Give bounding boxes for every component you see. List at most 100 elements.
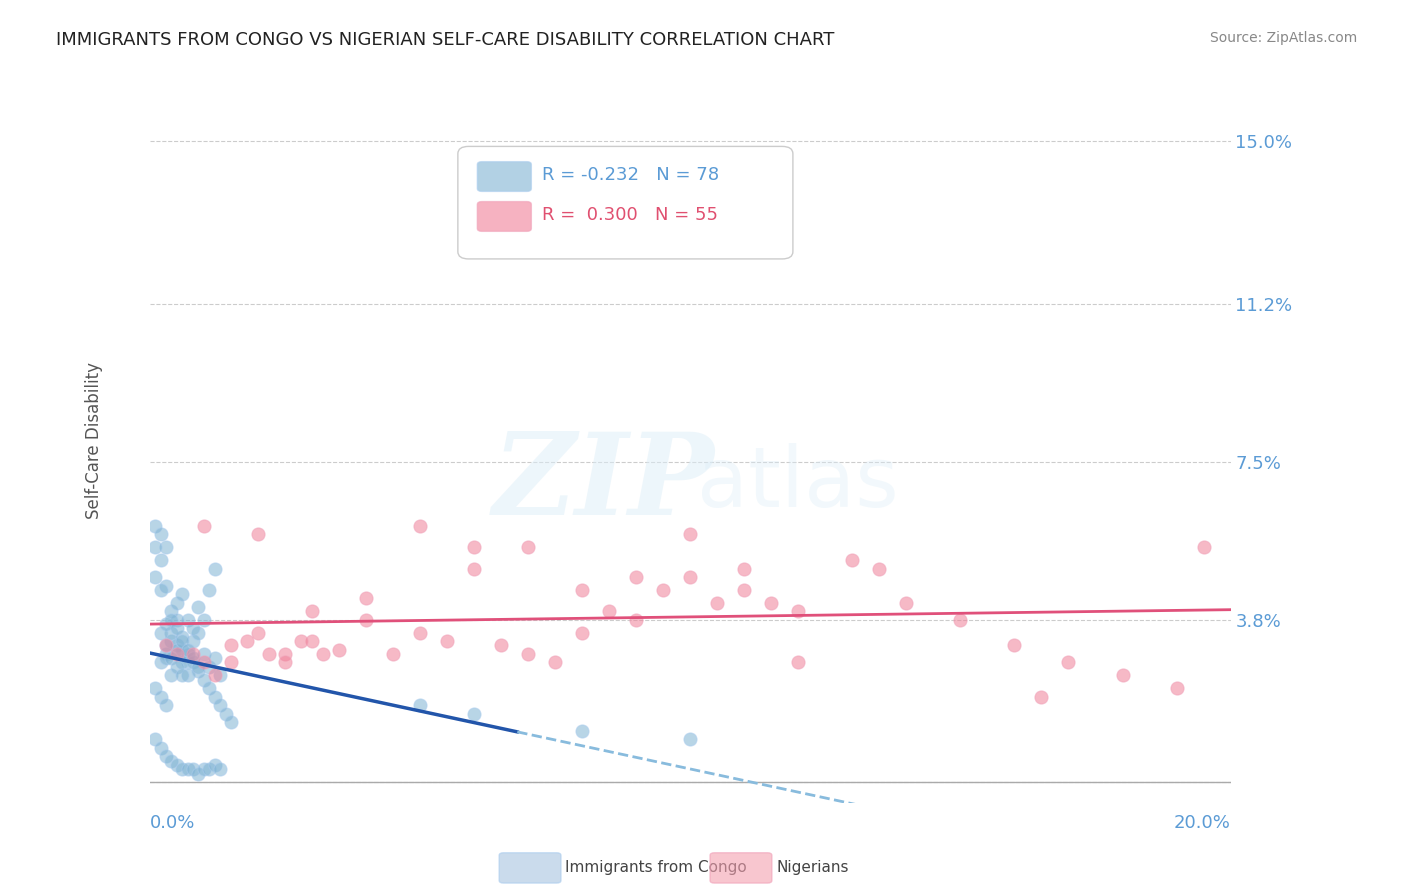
Point — [172, 642, 194, 657]
Point — [198, 681, 221, 695]
Point — [149, 625, 172, 640]
Point — [409, 518, 432, 533]
Point — [274, 647, 297, 661]
Point — [155, 579, 177, 593]
Point — [160, 668, 183, 682]
Point — [155, 749, 177, 764]
Point — [193, 656, 215, 670]
Point — [1031, 690, 1053, 704]
Point — [489, 639, 512, 653]
Point — [172, 630, 194, 644]
Point — [193, 673, 215, 687]
Point — [166, 596, 188, 610]
Text: R = -0.232   N = 78: R = -0.232 N = 78 — [543, 167, 720, 185]
Point — [176, 647, 198, 661]
Point — [166, 758, 188, 772]
Point — [1166, 681, 1188, 695]
FancyBboxPatch shape — [477, 161, 531, 192]
Point — [571, 723, 593, 738]
Point — [463, 561, 485, 575]
Point — [172, 656, 194, 670]
Point — [246, 527, 269, 541]
Point — [198, 582, 221, 597]
Text: Source: ZipAtlas.com: Source: ZipAtlas.com — [1209, 31, 1357, 45]
Point — [187, 599, 209, 614]
Point — [181, 762, 204, 776]
Point — [204, 690, 226, 704]
Point — [463, 540, 485, 554]
Point — [149, 582, 172, 597]
Point — [209, 668, 232, 682]
Point — [181, 656, 204, 670]
Point — [172, 668, 194, 682]
Point — [624, 570, 647, 584]
Point — [246, 625, 269, 640]
Point — [172, 634, 194, 648]
Y-axis label: Self-Care Disability: Self-Care Disability — [86, 362, 103, 519]
Text: IMMIGRANTS FROM CONGO VS NIGERIAN SELF-CARE DISABILITY CORRELATION CHART: IMMIGRANTS FROM CONGO VS NIGERIAN SELF-C… — [56, 31, 835, 49]
Point — [301, 634, 323, 648]
Point — [328, 642, 350, 657]
Text: R =  0.300   N = 55: R = 0.300 N = 55 — [543, 206, 718, 225]
Point — [209, 698, 232, 713]
Point — [181, 621, 204, 635]
Point — [679, 732, 702, 747]
Point — [706, 596, 728, 610]
Text: 0.0%: 0.0% — [150, 814, 195, 832]
Point — [166, 613, 188, 627]
Point — [1057, 656, 1080, 670]
Point — [652, 582, 675, 597]
Point — [187, 625, 209, 640]
Point — [155, 617, 177, 632]
Point — [155, 647, 177, 661]
Point — [172, 762, 194, 776]
FancyBboxPatch shape — [477, 202, 531, 231]
Point — [409, 698, 432, 713]
Point — [214, 706, 236, 721]
Point — [1192, 540, 1215, 554]
Point — [463, 706, 485, 721]
Point — [219, 715, 242, 730]
Point — [143, 732, 166, 747]
Point — [176, 642, 198, 657]
Point — [187, 664, 209, 678]
Point — [204, 668, 226, 682]
Point — [571, 625, 593, 640]
Point — [155, 639, 177, 653]
Point — [382, 647, 405, 661]
Point — [219, 639, 242, 653]
Point — [166, 642, 188, 657]
Point — [679, 527, 702, 541]
Point — [160, 613, 183, 627]
Point — [176, 613, 198, 627]
Point — [301, 604, 323, 618]
Point — [841, 553, 863, 567]
Point — [160, 634, 183, 648]
FancyBboxPatch shape — [458, 146, 793, 259]
Point — [290, 634, 312, 648]
Point — [166, 621, 188, 635]
Point — [598, 604, 620, 618]
Text: ZIP: ZIP — [492, 428, 714, 540]
Point — [187, 659, 209, 673]
Point — [274, 656, 297, 670]
Point — [896, 596, 918, 610]
Point — [204, 561, 226, 575]
Point — [517, 540, 540, 554]
Point — [624, 613, 647, 627]
Point — [176, 762, 198, 776]
Point — [166, 659, 188, 673]
Point — [204, 758, 226, 772]
Text: atlas: atlas — [697, 443, 900, 524]
Point — [155, 698, 177, 713]
Point — [517, 647, 540, 661]
Text: Nigerians: Nigerians — [776, 861, 849, 875]
Point — [176, 668, 198, 682]
Point — [787, 656, 810, 670]
Point — [149, 527, 172, 541]
Point — [193, 518, 215, 533]
Point — [143, 681, 166, 695]
Point — [155, 651, 177, 665]
Point — [219, 656, 242, 670]
Point — [149, 740, 172, 755]
